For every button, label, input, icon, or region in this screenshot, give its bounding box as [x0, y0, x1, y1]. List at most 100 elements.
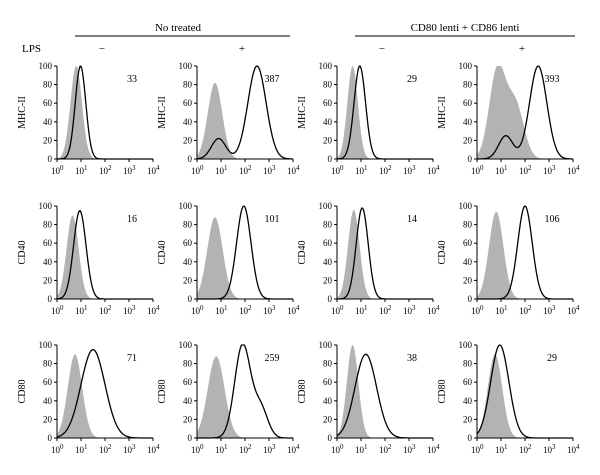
- y-axis-marker-label: CD40: [437, 241, 448, 265]
- y-tick-label: 40: [183, 396, 193, 406]
- y-tick-label: 80: [463, 359, 473, 369]
- x-tick-label: 102: [379, 164, 392, 176]
- x-tick-label: 101: [75, 304, 88, 316]
- x-tick-label: 101: [75, 164, 88, 176]
- histogram-panel-r1c4: 0 20 40 60 80 100 100 101 102 103 104 MHC-II 393: [437, 61, 580, 176]
- y-tick-label: 80: [463, 220, 473, 230]
- x-tick-label: 103: [403, 164, 416, 176]
- y-tick-label: 100: [179, 61, 193, 71]
- control-histogram: [477, 354, 573, 438]
- y-tick-label: 20: [463, 414, 473, 424]
- x-tick-label: 103: [263, 164, 276, 176]
- control-histogram: [337, 66, 433, 159]
- x-tick-label: 104: [287, 443, 300, 455]
- x-tick-label: 103: [123, 304, 136, 316]
- y-axis-marker-label: MHC-II: [437, 96, 448, 129]
- x-tick-label: 103: [263, 443, 276, 455]
- y-tick-label: 100: [179, 340, 193, 350]
- group-label-cd80-cd86-lenti: CD80 lenti + CD86 lenti: [411, 22, 520, 34]
- y-tick-label: 20: [183, 275, 193, 285]
- y-tick-label: 60: [43, 238, 53, 248]
- x-tick-label: 100: [331, 164, 344, 176]
- y-tick-label: 80: [183, 359, 193, 369]
- x-tick-label: 103: [403, 443, 416, 455]
- y-tick-label: 60: [183, 238, 193, 248]
- stained-histogram: [196, 65, 294, 160]
- y-tick-label: 40: [43, 396, 53, 406]
- y-tick-label: 0: [48, 294, 53, 304]
- y-tick-label: 0: [468, 154, 473, 164]
- y-tick-label: 100: [459, 340, 473, 350]
- x-tick-label: 102: [519, 164, 532, 176]
- y-tick-label: 60: [323, 377, 333, 387]
- x-tick-label: 104: [567, 164, 580, 176]
- y-tick-label: 100: [319, 61, 333, 71]
- y-tick-label: 20: [43, 414, 53, 424]
- histogram-panel-r3c1: 0 20 40 60 80 100 100 101 102 103 104 CD80 71: [17, 340, 160, 455]
- y-tick-label: 100: [319, 201, 333, 211]
- y-tick-label: 80: [323, 220, 333, 230]
- y-tick-label: 60: [463, 377, 473, 387]
- x-tick-label: 101: [355, 443, 368, 455]
- x-tick-label: 100: [471, 304, 484, 316]
- control-histogram: [57, 354, 153, 438]
- y-tick-label: 20: [43, 275, 53, 285]
- lps-row-label: LPS: [22, 43, 41, 55]
- x-tick-label: 102: [99, 443, 112, 455]
- x-tick-label: 100: [51, 304, 64, 316]
- x-tick-label: 101: [215, 304, 228, 316]
- x-tick-label: 101: [495, 443, 508, 455]
- mfi-value: 14: [407, 214, 417, 225]
- mfi-value: 259: [265, 353, 280, 364]
- y-axis-marker-label: CD80: [297, 380, 308, 404]
- mfi-value: 29: [407, 74, 417, 85]
- y-tick-label: 60: [183, 98, 193, 108]
- y-tick-label: 20: [323, 135, 333, 145]
- mfi-value: 101: [265, 214, 280, 225]
- mfi-value: 38: [407, 353, 417, 364]
- y-tick-label: 100: [319, 340, 333, 350]
- x-tick-label: 104: [147, 443, 160, 455]
- control-histogram: [477, 211, 573, 299]
- stained-histogram: [477, 65, 573, 160]
- x-tick-label: 102: [99, 164, 112, 176]
- histogram-panel-r2c1: 0 20 40 60 80 100 100 101 102 103 104 CD40 16: [17, 201, 160, 316]
- mfi-value: 16: [127, 214, 137, 225]
- y-tick-label: 0: [48, 154, 53, 164]
- histogram-panel-r2c3: 0 20 40 60 80 100 100 101 102 103 104 CD40 14: [297, 201, 440, 316]
- y-tick-label: 60: [463, 238, 473, 248]
- y-tick-label: 40: [323, 396, 333, 406]
- y-axis-marker-label: MHC-II: [17, 96, 28, 129]
- x-tick-label: 100: [331, 304, 344, 316]
- x-tick-label: 100: [51, 164, 64, 176]
- y-tick-label: 40: [463, 396, 473, 406]
- mfi-value: 387: [265, 74, 280, 85]
- y-tick-label: 40: [43, 117, 53, 127]
- y-axis-marker-label: CD40: [157, 241, 168, 265]
- y-tick-label: 80: [43, 80, 53, 90]
- x-tick-label: 104: [147, 304, 160, 316]
- x-tick-label: 102: [239, 164, 252, 176]
- x-tick-label: 103: [403, 304, 416, 316]
- x-tick-label: 104: [567, 443, 580, 455]
- y-tick-label: 100: [39, 340, 53, 350]
- x-tick-label: 103: [543, 164, 556, 176]
- y-axis-marker-label: CD80: [157, 380, 168, 404]
- control-histogram: [197, 217, 293, 299]
- y-tick-label: 80: [323, 80, 333, 90]
- control-histogram: [477, 66, 573, 159]
- x-tick-label: 100: [471, 164, 484, 176]
- y-tick-label: 80: [323, 359, 333, 369]
- mfi-value: 33: [127, 74, 137, 85]
- lps-value-1: −: [99, 43, 105, 55]
- histogram-panel-r3c2: 0 20 40 60 80 100 100 101 102 103 104 CD80 259: [157, 340, 300, 455]
- y-tick-label: 20: [183, 135, 193, 145]
- y-tick-label: 0: [188, 154, 193, 164]
- x-tick-label: 102: [519, 304, 532, 316]
- y-tick-label: 60: [323, 98, 333, 108]
- y-tick-label: 100: [39, 201, 53, 211]
- x-tick-label: 100: [471, 443, 484, 455]
- y-axis-marker-label: CD80: [17, 380, 28, 404]
- y-tick-label: 20: [323, 414, 333, 424]
- y-tick-label: 20: [463, 275, 473, 285]
